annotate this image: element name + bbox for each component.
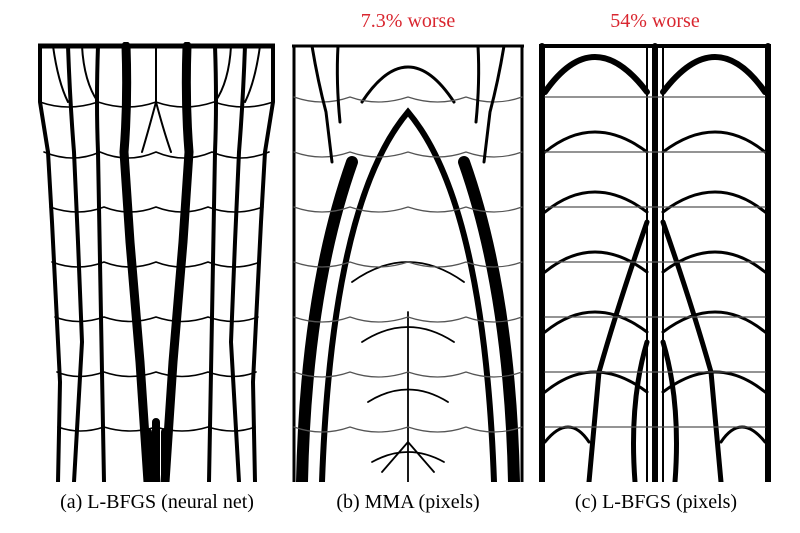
panel-c-structure-image bbox=[539, 42, 771, 482]
panel-b-caption: (b) MMA (pixels) bbox=[336, 491, 480, 513]
panel-c-caption: (c) L-BFGS (pixels) bbox=[574, 491, 738, 513]
panel-b-comparison-label: 7.3% worse bbox=[360, 10, 456, 32]
panel-b-structure-drawing bbox=[292, 44, 524, 482]
panel-c-structure-drawing bbox=[539, 43, 771, 482]
panel-a-caption: (a) L-BFGS (neural net) bbox=[60, 491, 254, 513]
panel-c-comparison-label: 54% worse bbox=[610, 10, 700, 32]
panel-a-structure-image bbox=[38, 42, 275, 482]
panel-b-structure-image bbox=[292, 42, 524, 482]
panel-a-structure-drawing bbox=[38, 42, 275, 482]
